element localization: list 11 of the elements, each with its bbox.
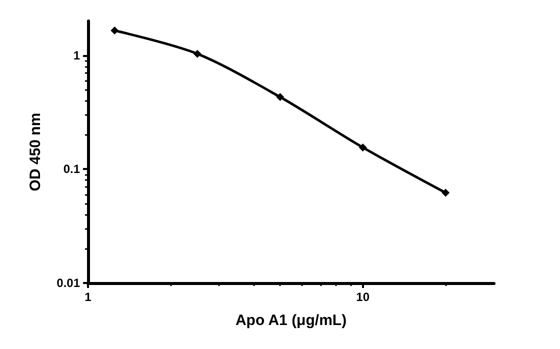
point — [442, 188, 450, 197]
x-tick-label: 10 — [356, 290, 370, 304]
point — [193, 50, 202, 58]
point — [276, 93, 284, 102]
x-axis-title: Apo A1 (μg/mL) — [235, 312, 347, 329]
y-tick-label: 0.01 — [56, 276, 80, 290]
y-axis-title: OD 450 nm — [27, 112, 44, 192]
point — [110, 26, 119, 35]
point — [358, 143, 367, 152]
y-tick-label: 0.1 — [63, 162, 80, 176]
y-tick-label: 1 — [73, 48, 80, 62]
